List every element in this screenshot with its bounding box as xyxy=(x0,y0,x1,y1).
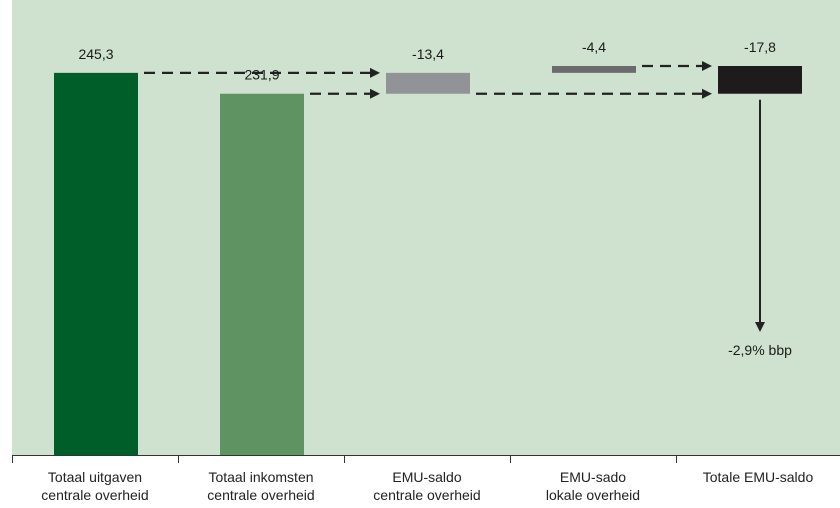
value-labels: 245,3 231,9 -13,4 -4,4 -17,8 xyxy=(78,39,776,83)
bar-1 xyxy=(54,72,138,456)
value-label-4: -4,4 xyxy=(582,39,606,55)
x-axis-label-3: EMU-saldo centrale overheid xyxy=(373,469,481,503)
x-axis-label-5: Totale EMU-saldo xyxy=(702,469,814,485)
value-label-2: 231,9 xyxy=(244,67,279,83)
bar-3 xyxy=(386,72,470,94)
bar-4 xyxy=(552,66,636,73)
value-label-5: -17,8 xyxy=(744,39,776,55)
bar-5 xyxy=(718,66,802,94)
annotation-arrowhead xyxy=(755,322,765,332)
x-axis-label-4: EMU-sado lokale overheid xyxy=(545,469,641,503)
x-axis-label-2: Totaal inkomsten centrale overheid xyxy=(207,469,315,503)
connector-arrowhead-3 xyxy=(702,88,712,99)
x-axis-ticks xyxy=(12,455,677,463)
connector-arrowhead-1 xyxy=(370,67,380,78)
connector-arrowhead-2 xyxy=(370,88,380,99)
value-label-1: 245,3 xyxy=(78,46,113,62)
connector-arrows xyxy=(144,61,712,99)
annotation-label: -2,9% bbp xyxy=(728,342,792,358)
bar-2 xyxy=(220,93,304,456)
bars xyxy=(54,66,802,456)
annotation: -2,9% bbp xyxy=(728,99,792,358)
value-label-3: -13,4 xyxy=(412,46,444,62)
x-axis-label-1: Totaal uitgaven centrale overheid xyxy=(41,469,149,503)
connector-arrowhead-4 xyxy=(702,61,712,71)
